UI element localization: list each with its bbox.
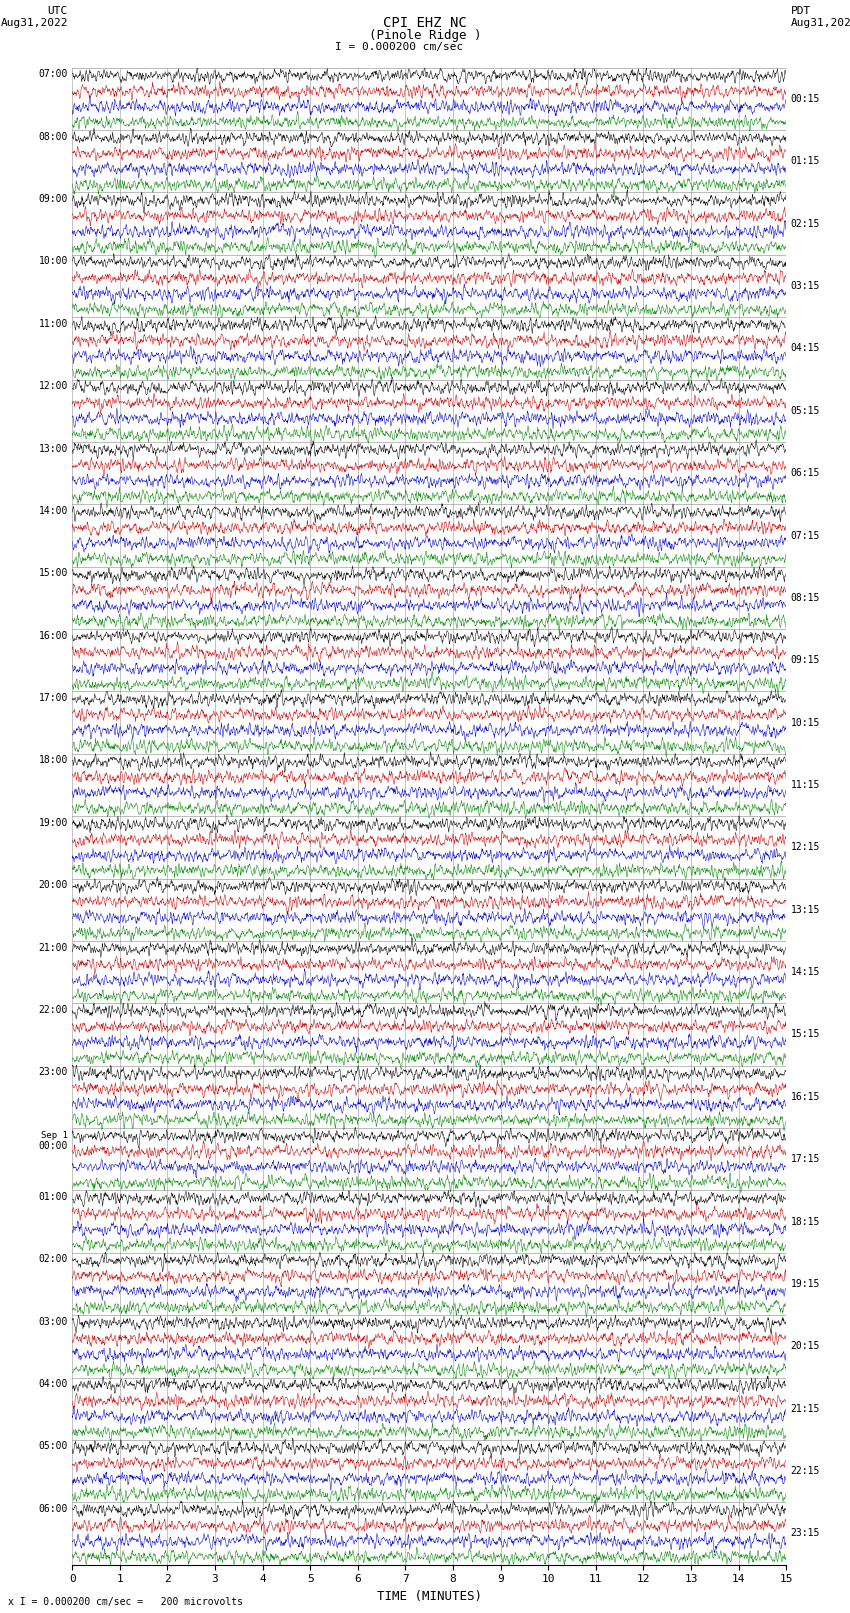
Text: 11:15: 11:15 bbox=[790, 781, 820, 790]
Text: 02:00: 02:00 bbox=[38, 1255, 68, 1265]
Text: 23:15: 23:15 bbox=[790, 1529, 820, 1539]
Text: 16:00: 16:00 bbox=[38, 631, 68, 640]
X-axis label: TIME (MINUTES): TIME (MINUTES) bbox=[377, 1590, 482, 1603]
Text: 14:00: 14:00 bbox=[38, 506, 68, 516]
Text: 21:00: 21:00 bbox=[38, 942, 68, 953]
Text: 09:15: 09:15 bbox=[790, 655, 820, 665]
Text: 22:15: 22:15 bbox=[790, 1466, 820, 1476]
Text: 01:15: 01:15 bbox=[790, 156, 820, 166]
Text: 09:00: 09:00 bbox=[38, 194, 68, 205]
Text: 05:00: 05:00 bbox=[38, 1442, 68, 1452]
Text: UTC: UTC bbox=[48, 6, 68, 16]
Text: 19:00: 19:00 bbox=[38, 818, 68, 827]
Text: 12:00: 12:00 bbox=[38, 381, 68, 392]
Text: 07:15: 07:15 bbox=[790, 531, 820, 540]
Text: Aug31,2022: Aug31,2022 bbox=[790, 18, 850, 27]
Text: 18:00: 18:00 bbox=[38, 755, 68, 766]
Text: 19:15: 19:15 bbox=[790, 1279, 820, 1289]
Text: CPI EHZ NC: CPI EHZ NC bbox=[383, 16, 467, 31]
Text: Sep 1: Sep 1 bbox=[41, 1131, 68, 1140]
Text: 00:15: 00:15 bbox=[790, 94, 820, 103]
Text: 01:00: 01:00 bbox=[38, 1192, 68, 1202]
Text: 00:00: 00:00 bbox=[38, 1140, 68, 1152]
Text: 13:15: 13:15 bbox=[790, 905, 820, 915]
Text: 02:15: 02:15 bbox=[790, 219, 820, 229]
Text: 22:00: 22:00 bbox=[38, 1005, 68, 1015]
Text: 20:15: 20:15 bbox=[790, 1342, 820, 1352]
Text: 11:00: 11:00 bbox=[38, 319, 68, 329]
Text: 03:15: 03:15 bbox=[790, 281, 820, 290]
Text: x I = 0.000200 cm/sec =   200 microvolts: x I = 0.000200 cm/sec = 200 microvolts bbox=[8, 1597, 243, 1607]
Text: 14:15: 14:15 bbox=[790, 968, 820, 977]
Text: 23:00: 23:00 bbox=[38, 1068, 68, 1077]
Text: 17:00: 17:00 bbox=[38, 694, 68, 703]
Text: 15:15: 15:15 bbox=[790, 1029, 820, 1039]
Text: 18:15: 18:15 bbox=[790, 1216, 820, 1226]
Text: 20:00: 20:00 bbox=[38, 881, 68, 890]
Text: 12:15: 12:15 bbox=[790, 842, 820, 852]
Text: 06:15: 06:15 bbox=[790, 468, 820, 477]
Text: 13:00: 13:00 bbox=[38, 444, 68, 453]
Text: 21:15: 21:15 bbox=[790, 1403, 820, 1413]
Text: 05:15: 05:15 bbox=[790, 406, 820, 416]
Text: PDT: PDT bbox=[790, 6, 811, 16]
Text: 04:15: 04:15 bbox=[790, 344, 820, 353]
Text: (Pinole Ridge ): (Pinole Ridge ) bbox=[369, 29, 481, 42]
Text: 04:00: 04:00 bbox=[38, 1379, 68, 1389]
Text: 16:15: 16:15 bbox=[790, 1092, 820, 1102]
Text: 07:00: 07:00 bbox=[38, 69, 68, 79]
Text: 06:00: 06:00 bbox=[38, 1503, 68, 1515]
Text: 08:00: 08:00 bbox=[38, 132, 68, 142]
Text: 08:15: 08:15 bbox=[790, 594, 820, 603]
Text: 17:15: 17:15 bbox=[790, 1155, 820, 1165]
Text: 03:00: 03:00 bbox=[38, 1316, 68, 1327]
Text: Aug31,2022: Aug31,2022 bbox=[1, 18, 68, 27]
Text: 10:00: 10:00 bbox=[38, 256, 68, 266]
Text: 10:15: 10:15 bbox=[790, 718, 820, 727]
Text: 15:00: 15:00 bbox=[38, 568, 68, 579]
Text: I = 0.000200 cm/sec: I = 0.000200 cm/sec bbox=[336, 42, 463, 52]
